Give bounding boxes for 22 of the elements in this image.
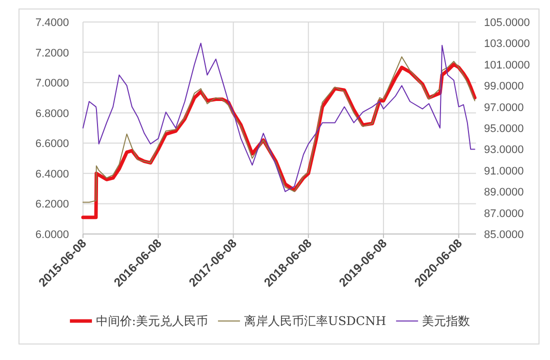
y2-tick-label: 97.0000 [484,102,524,114]
legend-label: 中间价:美元兑人民币 [96,314,208,328]
y2-tick-label: 103.0000 [484,38,530,50]
y2-tick-label: 89.0000 [484,186,524,199]
y-tick-label: 6.0000 [35,229,69,241]
y-tick-label: 6.4000 [35,168,69,180]
y2-tick-label: 101.0000 [484,59,530,72]
legend-label: 离岸人民币汇率USDCNH [244,314,386,328]
y2-tick-label: 85.0000 [484,229,524,241]
y2-tick-label: 87.0000 [484,208,524,220]
y-tick-label: 7.2000 [35,47,69,60]
y-tick-label: 7.4000 [35,17,69,29]
y2-tick-label: 99.0000 [484,80,524,93]
y2-tick-label: 91.0000 [484,165,524,178]
y2-tick-label: 105.0000 [484,17,530,29]
y-tick-label: 7.0000 [35,78,69,90]
y-tick-label: 6.2000 [35,198,69,211]
y-tick-label: 6.6000 [35,138,69,150]
y-tick-label: 6.8000 [35,108,69,120]
legend-label: 美元指数 [422,314,470,328]
y2-tick-label: 95.0000 [484,123,524,135]
y2-tick-label: 93.0000 [484,144,524,156]
